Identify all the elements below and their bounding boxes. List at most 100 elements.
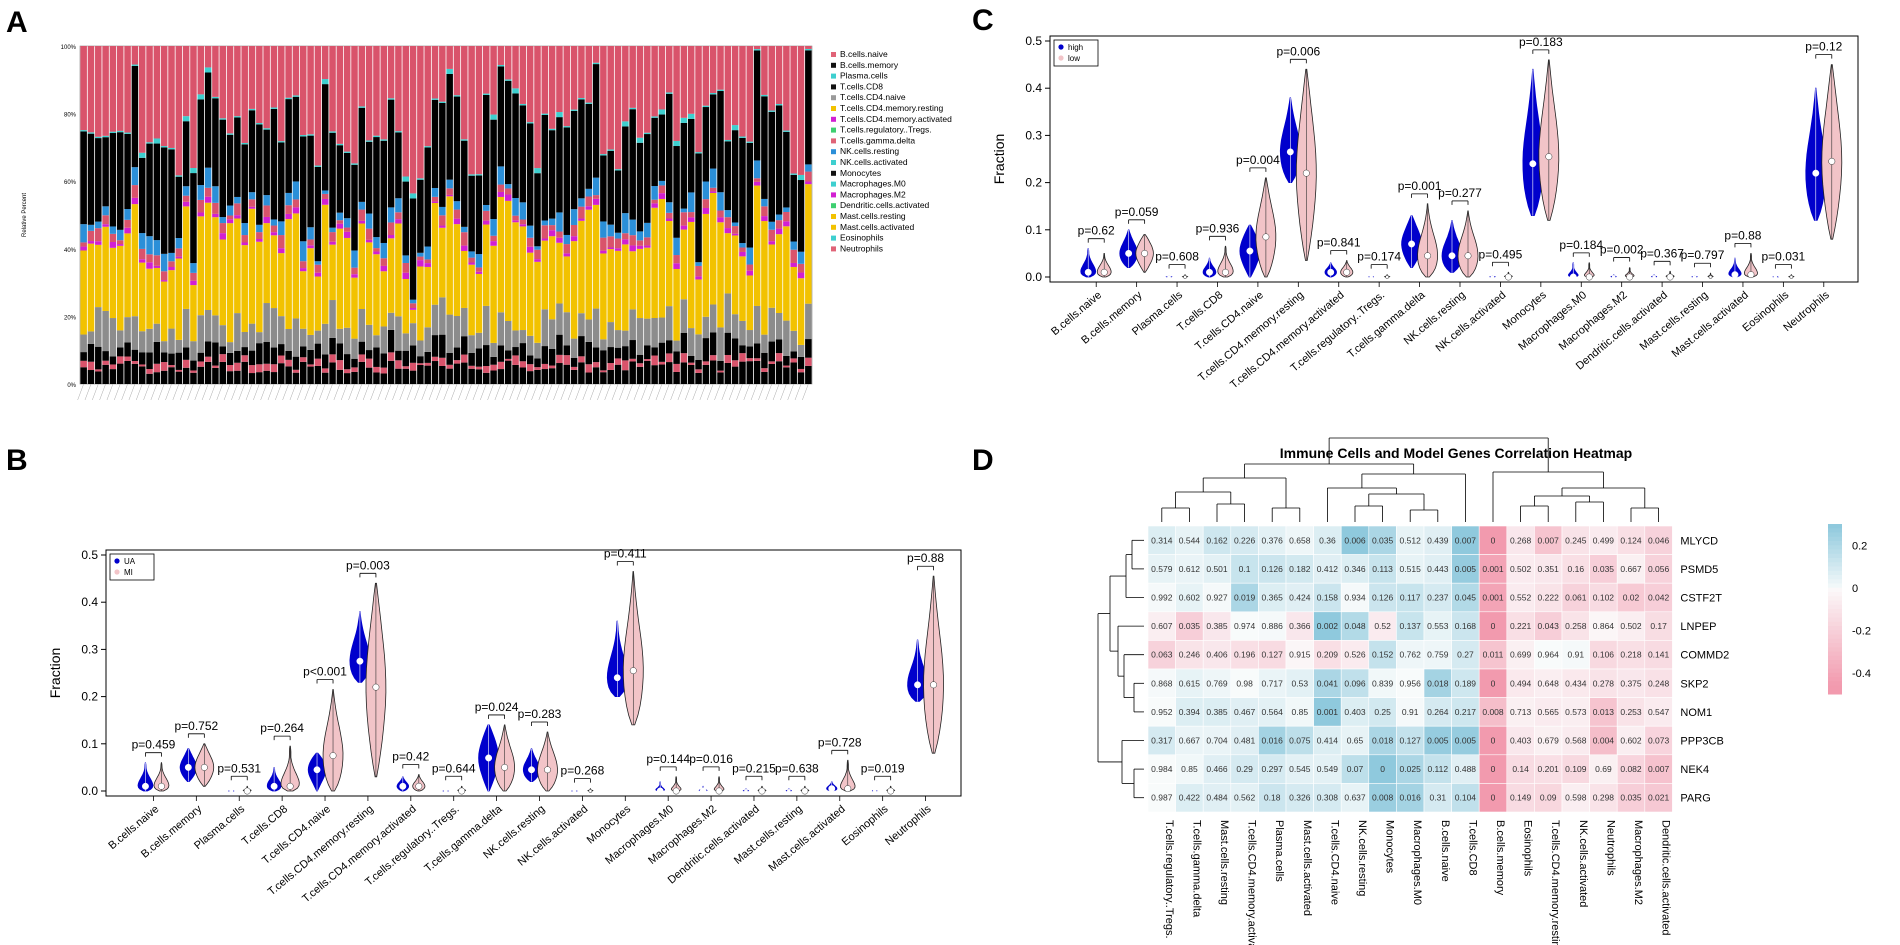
bar-segment xyxy=(717,210,724,218)
heatmap-cell-value: 0.126 xyxy=(1262,564,1284,574)
heatmap-cell xyxy=(1561,554,1590,584)
sample-label-mark xyxy=(560,383,568,401)
heatmap-cell xyxy=(1534,554,1563,584)
heatmap-cell-value: 0.934 xyxy=(1344,593,1366,603)
heatmap-cell-value: 0.046 xyxy=(1648,535,1670,545)
bar-segment xyxy=(80,367,87,384)
heatmap-cell-value: 0.648 xyxy=(1538,678,1560,688)
bar-segment xyxy=(190,370,197,373)
bar-segment xyxy=(761,371,768,384)
bar-segment xyxy=(702,105,710,108)
median-point xyxy=(458,787,466,795)
sample-label-mark xyxy=(677,383,685,401)
median-point xyxy=(270,782,278,790)
bar-segment xyxy=(592,198,600,205)
legend-swatch xyxy=(831,127,836,133)
sample-label-mark xyxy=(772,383,780,401)
bar-segment xyxy=(739,136,746,138)
colorbar-step xyxy=(1828,672,1842,678)
bar-segment xyxy=(534,173,541,247)
pvalue-label: p=0.006 xyxy=(1276,44,1320,58)
bar-segment xyxy=(80,352,87,361)
bar-segment xyxy=(717,192,724,211)
bar-segment xyxy=(424,263,431,267)
pvalue-label: p=0.001 xyxy=(1398,179,1442,193)
heatmap-cell xyxy=(1478,554,1508,584)
bar-segment xyxy=(607,224,614,237)
bar-segment xyxy=(629,219,636,236)
median-point xyxy=(544,766,551,774)
bar-segment xyxy=(300,357,307,362)
y-tick-label: 0.1 xyxy=(1025,223,1042,237)
y-tick-label: 100% xyxy=(61,45,77,51)
bar-segment xyxy=(453,95,461,97)
bar-segment xyxy=(724,139,732,142)
pvalue-label: p<0.001 xyxy=(303,665,347,679)
bar-segment xyxy=(409,299,417,304)
x-tick-label: Mast.cells.activated xyxy=(766,803,847,874)
bar-segment xyxy=(365,46,373,141)
bar-segment xyxy=(731,338,739,361)
bar-segment xyxy=(797,263,805,273)
bar-segment xyxy=(212,202,219,214)
bar-segment xyxy=(453,224,461,316)
column-label: T.cells.CD4.memory.activated xyxy=(1246,820,1258,945)
bar-segment xyxy=(292,356,300,370)
bar-segment xyxy=(182,121,190,187)
bar-segment xyxy=(182,116,190,122)
heatmap-cell-value: 0.467 xyxy=(1234,707,1256,717)
bar-segment xyxy=(417,260,424,267)
heatmap-cell-value: 0.245 xyxy=(1565,535,1587,545)
bar-segment xyxy=(724,332,732,355)
bar-segment xyxy=(651,46,658,117)
heatmap-cell xyxy=(1616,525,1646,555)
bar-segment xyxy=(351,274,358,278)
bar-segment xyxy=(548,218,556,226)
bar-segment xyxy=(270,364,278,373)
bar-segment xyxy=(395,131,402,133)
bar-segment xyxy=(563,253,571,257)
bar-segment xyxy=(256,372,263,384)
sample-label-mark xyxy=(487,383,494,401)
column-label: Plasma.cells xyxy=(1273,820,1285,882)
bar-segment xyxy=(475,273,483,333)
bar-segment xyxy=(775,228,783,235)
bar-segment xyxy=(614,347,622,359)
bar-segment xyxy=(680,299,688,333)
bar-segment xyxy=(680,229,688,300)
bar-segment xyxy=(651,207,658,319)
heatmap-cell xyxy=(1175,697,1204,727)
heatmap-cell xyxy=(1258,525,1287,555)
sample-label-mark xyxy=(348,383,355,401)
bar-segment xyxy=(256,46,263,124)
bar-segment xyxy=(629,46,636,108)
bar-segment xyxy=(300,361,307,384)
bar-segment xyxy=(182,46,190,117)
bar-segment xyxy=(380,326,388,354)
heatmap-cell-value: 0.226 xyxy=(1234,535,1256,545)
bar-segment xyxy=(358,220,366,224)
bar-segment xyxy=(95,221,102,229)
bar-segment xyxy=(468,368,475,384)
median-point xyxy=(828,785,836,793)
heatmap-cell-value: 0.406 xyxy=(1206,650,1228,660)
heatmap-cell-value: 0.025 xyxy=(1400,764,1422,774)
bar-segment xyxy=(680,212,688,226)
bar-segment xyxy=(753,181,761,186)
bar-segment xyxy=(592,367,600,384)
median-point xyxy=(1611,275,1616,279)
bar-segment xyxy=(168,46,175,148)
bar-segment xyxy=(790,46,797,174)
bar-segment xyxy=(160,271,168,281)
bar-segment xyxy=(351,371,358,384)
heatmap-cell-value: 0.512 xyxy=(1400,535,1422,545)
bar-segment xyxy=(695,153,702,263)
sample-label-mark xyxy=(626,383,633,401)
median-point xyxy=(1812,169,1820,177)
heatmap-cell-value: 0.001 xyxy=(1482,564,1504,574)
bar-segment xyxy=(175,339,183,353)
bar-segment xyxy=(724,228,732,234)
legend-label: Eosinophils xyxy=(840,233,883,243)
bar-segment xyxy=(395,212,402,220)
bar-segment xyxy=(709,304,717,333)
